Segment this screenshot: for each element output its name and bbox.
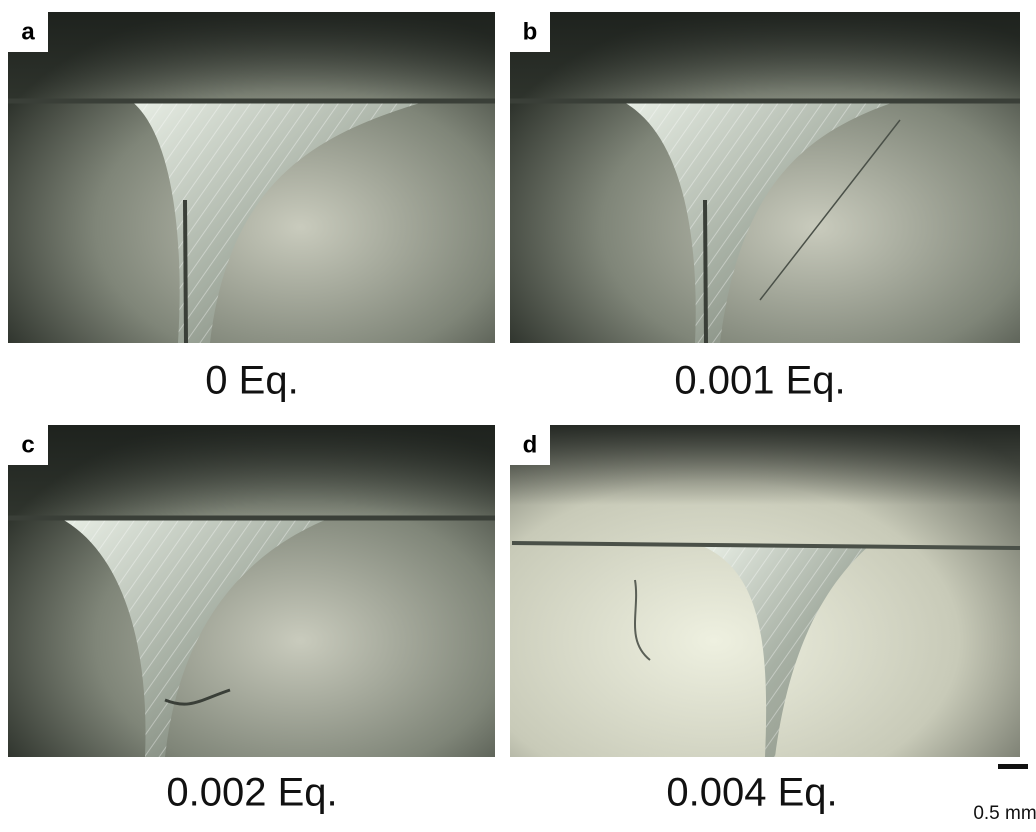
scale-bar bbox=[998, 764, 1028, 769]
scale-bar-label: 0.5 mm bbox=[973, 803, 1036, 824]
shade bbox=[510, 425, 1020, 505]
caption: 0.002 Eq. bbox=[166, 771, 337, 815]
panel-label: b bbox=[523, 18, 538, 45]
caption: 0 Eq. bbox=[205, 359, 298, 403]
shade bbox=[510, 12, 1020, 102]
panel-label: a bbox=[21, 18, 35, 45]
panel: d 0.004 Eq. bbox=[510, 425, 1020, 815]
fiber bbox=[185, 200, 186, 343]
shade bbox=[8, 12, 495, 102]
panel: c 0.002 Eq. bbox=[8, 425, 495, 815]
caption: 0.001 Eq. bbox=[674, 359, 845, 403]
panel-label: d bbox=[523, 431, 538, 458]
panel-label: c bbox=[21, 431, 34, 458]
fiber bbox=[705, 200, 706, 343]
panel: b 0.001 Eq. bbox=[510, 12, 1020, 403]
figure: a 0 Eq. b 0.001 Eq. c 0.002 Eq. d bbox=[0, 0, 1036, 832]
panel: a 0 Eq. bbox=[8, 12, 495, 403]
caption: 0.004 Eq. bbox=[666, 771, 837, 815]
shade bbox=[8, 425, 495, 515]
